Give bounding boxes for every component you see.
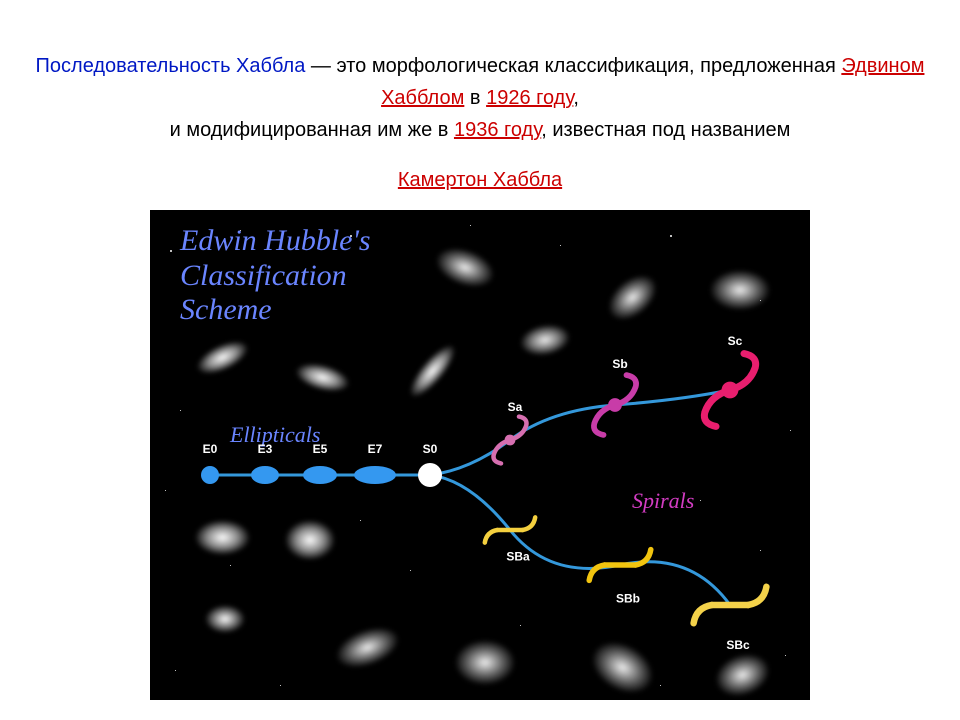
- intro-part2: в: [464, 87, 486, 109]
- star: [470, 225, 471, 226]
- elliptical-label-E3: E3: [258, 442, 273, 456]
- intro-text: Последовательность Хаббла — это морфолог…: [30, 50, 930, 196]
- star: [175, 670, 176, 671]
- intro-part4: и модифицированная им же в: [170, 119, 454, 141]
- elliptical-label-E0: E0: [203, 442, 218, 456]
- bg-galaxy: [195, 520, 250, 555]
- star: [180, 410, 181, 411]
- star: [760, 300, 761, 301]
- sequence-name: Последовательность Хаббла: [36, 55, 306, 77]
- bg-galaxy: [455, 640, 515, 685]
- star: [700, 500, 701, 501]
- elliptical-label-E7: E7: [368, 442, 383, 456]
- hubble-diagram: Edwin Hubble'sClassificationScheme Ellip…: [150, 210, 810, 700]
- subtitle: Камертон Хаббла: [30, 164, 930, 196]
- spiral-label-Sa: Sa: [508, 400, 523, 414]
- star: [560, 245, 561, 246]
- bg-galaxy: [710, 270, 770, 310]
- star: [360, 520, 361, 521]
- intro-part1: — это морфологическая классификация, пре…: [305, 55, 841, 77]
- star: [785, 655, 786, 656]
- star: [240, 230, 241, 231]
- star: [660, 685, 661, 686]
- bg-galaxy: [285, 520, 335, 560]
- star: [410, 570, 411, 571]
- link-1926[interactable]: 1926 году: [486, 87, 573, 109]
- bg-galaxy: [205, 605, 245, 633]
- intro-part3: ,: [573, 87, 579, 109]
- elliptical-label-E5: E5: [313, 442, 328, 456]
- star: [790, 430, 791, 431]
- star: [230, 565, 231, 566]
- star: [170, 250, 172, 252]
- star: [165, 490, 166, 491]
- link-1936[interactable]: 1936 году: [454, 119, 541, 141]
- spiral-label-Sb: Sb: [612, 357, 627, 371]
- star: [280, 685, 281, 686]
- star: [520, 625, 521, 626]
- star: [760, 550, 761, 551]
- barred-label-SBc: SBc: [726, 638, 750, 652]
- barred-label-SBa: SBa: [506, 550, 530, 564]
- star: [350, 235, 352, 237]
- star: [670, 235, 672, 237]
- spiral-label-Sc: Sc: [728, 334, 743, 348]
- intro-part5: , известная под названием: [541, 119, 790, 141]
- elliptical-label-S0: S0: [423, 442, 438, 456]
- barred-label-SBb: SBb: [616, 591, 640, 605]
